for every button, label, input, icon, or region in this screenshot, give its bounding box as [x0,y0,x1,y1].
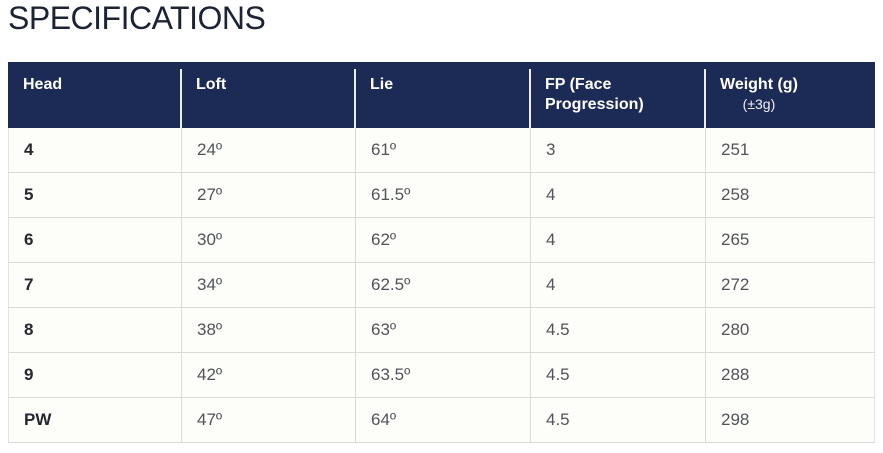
table-header: Head Loft Lie FP (Face Progression) Weig… [8,61,875,128]
table-body: 4 24º 61º 3 251 5 27º 61.5º 4 258 6 30º … [8,127,875,443]
weight-header-label: Weight (g) [720,75,798,93]
cell-lie: 61º [355,127,530,173]
cell-loft: 27º [181,172,355,218]
cell-loft: 47º [181,397,355,443]
cell-loft: 38º [181,307,355,353]
cell-lie: 64º [355,397,530,443]
table-row: 6 30º 62º 4 265 [8,217,875,263]
cell-fp: 4 [530,172,705,218]
weight-header-wrap: Weight (g) (±3g) [720,75,798,114]
specifications-page: SPECIFICATIONS Head Loft Lie FP (Face Pr… [8,0,875,443]
cell-weight: 298 [705,397,875,443]
cell-fp: 4.5 [530,352,705,398]
column-header-lie: Lie [354,61,530,128]
cell-head: 8 [8,307,181,353]
cell-weight: 251 [705,127,875,173]
table-row: 8 38º 63º 4.5 280 [8,307,875,353]
cell-loft: 24º [181,127,355,173]
cell-lie: 62º [355,217,530,263]
table-row: PW 47º 64º 4.5 298 [8,397,875,443]
table-row: 7 34º 62.5º 4 272 [8,262,875,308]
cell-fp: 3 [530,127,705,173]
cell-head: 5 [8,172,181,218]
cell-lie: 62.5º [355,262,530,308]
column-header-head: Head [8,61,181,128]
cell-lie: 63.5º [355,352,530,398]
cell-fp: 4 [530,217,705,263]
cell-weight: 288 [705,352,875,398]
cell-head: PW [8,397,181,443]
cell-loft: 30º [181,217,355,263]
column-header-weight: Weight (g) (±3g) [704,61,875,128]
cell-weight: 265 [705,217,875,263]
cell-head: 9 [8,352,181,398]
weight-tolerance-label: (±3g) [742,96,776,113]
cell-lie: 61.5º [355,172,530,218]
table-row: 4 24º 61º 3 251 [8,127,875,173]
cell-lie: 63º [355,307,530,353]
cell-fp: 4.5 [530,397,705,443]
table-row: 5 27º 61.5º 4 258 [8,172,875,218]
cell-head: 4 [8,127,181,173]
cell-weight: 272 [705,262,875,308]
specifications-table: Head Loft Lie FP (Face Progression) Weig… [8,61,875,443]
cell-weight: 280 [705,307,875,353]
cell-head: 7 [8,262,181,308]
column-header-fp: FP (Face Progression) [529,61,705,128]
header-row: Head Loft Lie FP (Face Progression) Weig… [8,61,875,128]
page-title: SPECIFICATIONS [8,0,266,36]
cell-loft: 34º [181,262,355,308]
cell-head: 6 [8,217,181,263]
cell-fp: 4.5 [530,307,705,353]
column-header-loft: Loft [180,61,355,128]
cell-loft: 42º [181,352,355,398]
table-row: 9 42º 63.5º 4.5 288 [8,352,875,398]
cell-fp: 4 [530,262,705,308]
cell-weight: 258 [705,172,875,218]
